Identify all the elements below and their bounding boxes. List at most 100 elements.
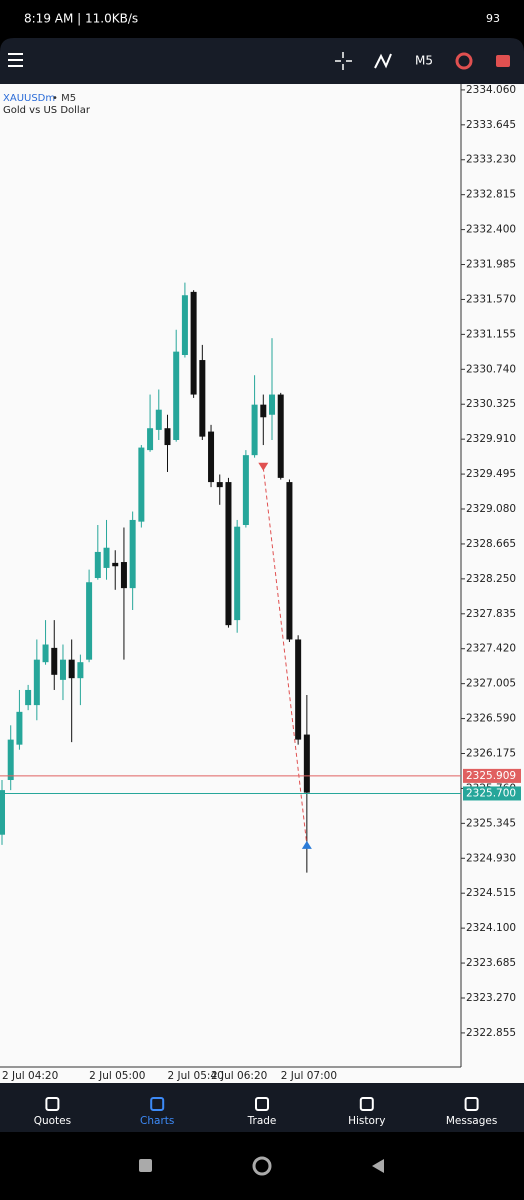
objects-button[interactable] [455,52,473,70]
candle-body [242,455,249,526]
home-button[interactable] [252,1156,272,1176]
indicators-button[interactable] [374,53,392,69]
nav-label[interactable]: Charts [140,1115,174,1127]
candle-body [120,562,127,589]
y-tick-label: 2331.985 [466,259,516,271]
trade-button[interactable] [496,55,510,67]
y-tick-label: 2324.100 [466,922,516,934]
candle-body [286,482,293,640]
trade-line [262,467,308,845]
buy-marker [301,840,312,849]
price-label-bg [463,786,521,801]
y-tick-label: 2329.080 [466,503,516,515]
y-tick-label: 2324.930 [466,852,516,864]
candle-body [16,711,23,745]
nav-items: Quotes Charts Trade History Messages [34,1097,498,1127]
y-tick-label: 2331.570 [466,293,516,305]
candle-body [155,409,162,430]
nav-icon[interactable] [45,1097,60,1111]
candle-body [173,351,180,441]
price-label: 2325.700 [466,787,516,799]
y-tick-label: 2326.175 [466,748,516,760]
candle-body [251,404,258,456]
status-time: 8:19 AM | 11.0KB/s [24,12,138,26]
nav-label[interactable]: Trade [247,1115,277,1127]
candle-body [0,790,5,835]
candle-body [260,404,267,418]
candle-body [269,394,276,415]
candle-body [77,662,84,679]
candle-body [42,644,49,663]
y-tick-label: 2334.060 [466,84,516,96]
candle-body [277,394,284,478]
y-tick-label: 2328.250 [466,573,516,585]
system-nav [0,1132,524,1200]
plot: 2334.060 2333.645 2333.230 2332.815 2332.400… [0,84,521,1082]
y-tick-label: 2330.325 [466,398,516,410]
candle-body [94,551,101,579]
candle-body [234,526,241,621]
candle-body [129,519,136,589]
candle-body [103,547,110,568]
nav-label[interactable]: Quotes [34,1115,71,1127]
nav-icon[interactable] [150,1097,165,1111]
y-tick-label: 2329.910 [466,433,516,445]
candle-body [51,647,58,675]
candle-body [190,291,197,395]
recents-button[interactable] [139,1159,152,1172]
crosshair-button[interactable] [335,52,352,70]
y-tick-label: 2326.590 [466,713,516,725]
candle-body [295,639,302,740]
candle-body [112,562,119,567]
candle-body [216,482,223,488]
symbol-description: Gold vs US Dollar [3,105,91,116]
y-tick-label: 2323.270 [466,992,516,1004]
nav-label[interactable]: History [348,1115,385,1127]
nav-icon[interactable] [255,1097,269,1111]
candle-body [147,428,154,451]
candle-body [25,689,32,706]
bottom-nav [0,1083,524,1132]
y-tick-label: 2332.815 [466,189,516,201]
candle-body [86,582,93,660]
x-tick-label: 2 Jul 04:20 [2,1070,58,1082]
y-tick-label: 2324.515 [466,887,516,899]
candle-body [68,659,75,679]
x-tick-label: 2 Jul 05:00 [89,1070,145,1082]
candle-body [208,431,215,483]
price-label: 2325.909 [466,770,516,782]
x-tick-label: 2 Jul 07:00 [281,1070,337,1082]
y-tick-label: 2328.665 [466,538,516,550]
timeframe-button[interactable]: M5 [415,54,433,68]
candle-body [138,447,145,522]
candle-body [303,734,310,793]
y-tick-label: 2322.855 [466,1027,516,1039]
sell-marker [258,462,269,471]
chart-area [0,84,524,1083]
y-tick-label: 2327.005 [466,678,516,690]
nav-icon[interactable] [359,1097,374,1111]
x-tick-label: 2 Jul 06:20 [211,1070,267,1082]
symbol: XAUUSDm [3,93,55,104]
nav-icon[interactable] [464,1097,479,1111]
status-bar [0,0,524,38]
y-tick-label: 2332.400 [466,224,516,236]
candle-body [225,482,232,626]
candle-body [181,295,188,355]
y-tick-label: 2331.155 [466,328,516,340]
price-label-bg [463,768,521,783]
y-tick-label: 2327.420 [466,643,516,655]
y-tick-label: 2330.740 [466,363,516,375]
y-tick-label: 2333.645 [466,119,516,131]
back-button[interactable] [372,1159,384,1173]
nav-label[interactable]: Messages [446,1115,498,1127]
candle-body [59,659,66,680]
y-tick-label: 2329.495 [466,468,516,480]
toolbar [0,38,524,84]
candle-body [164,428,171,446]
y-tick-label: 2327.835 [466,608,516,620]
menu-button[interactable] [8,53,23,67]
y-tick-label: 2333.230 [466,154,516,166]
